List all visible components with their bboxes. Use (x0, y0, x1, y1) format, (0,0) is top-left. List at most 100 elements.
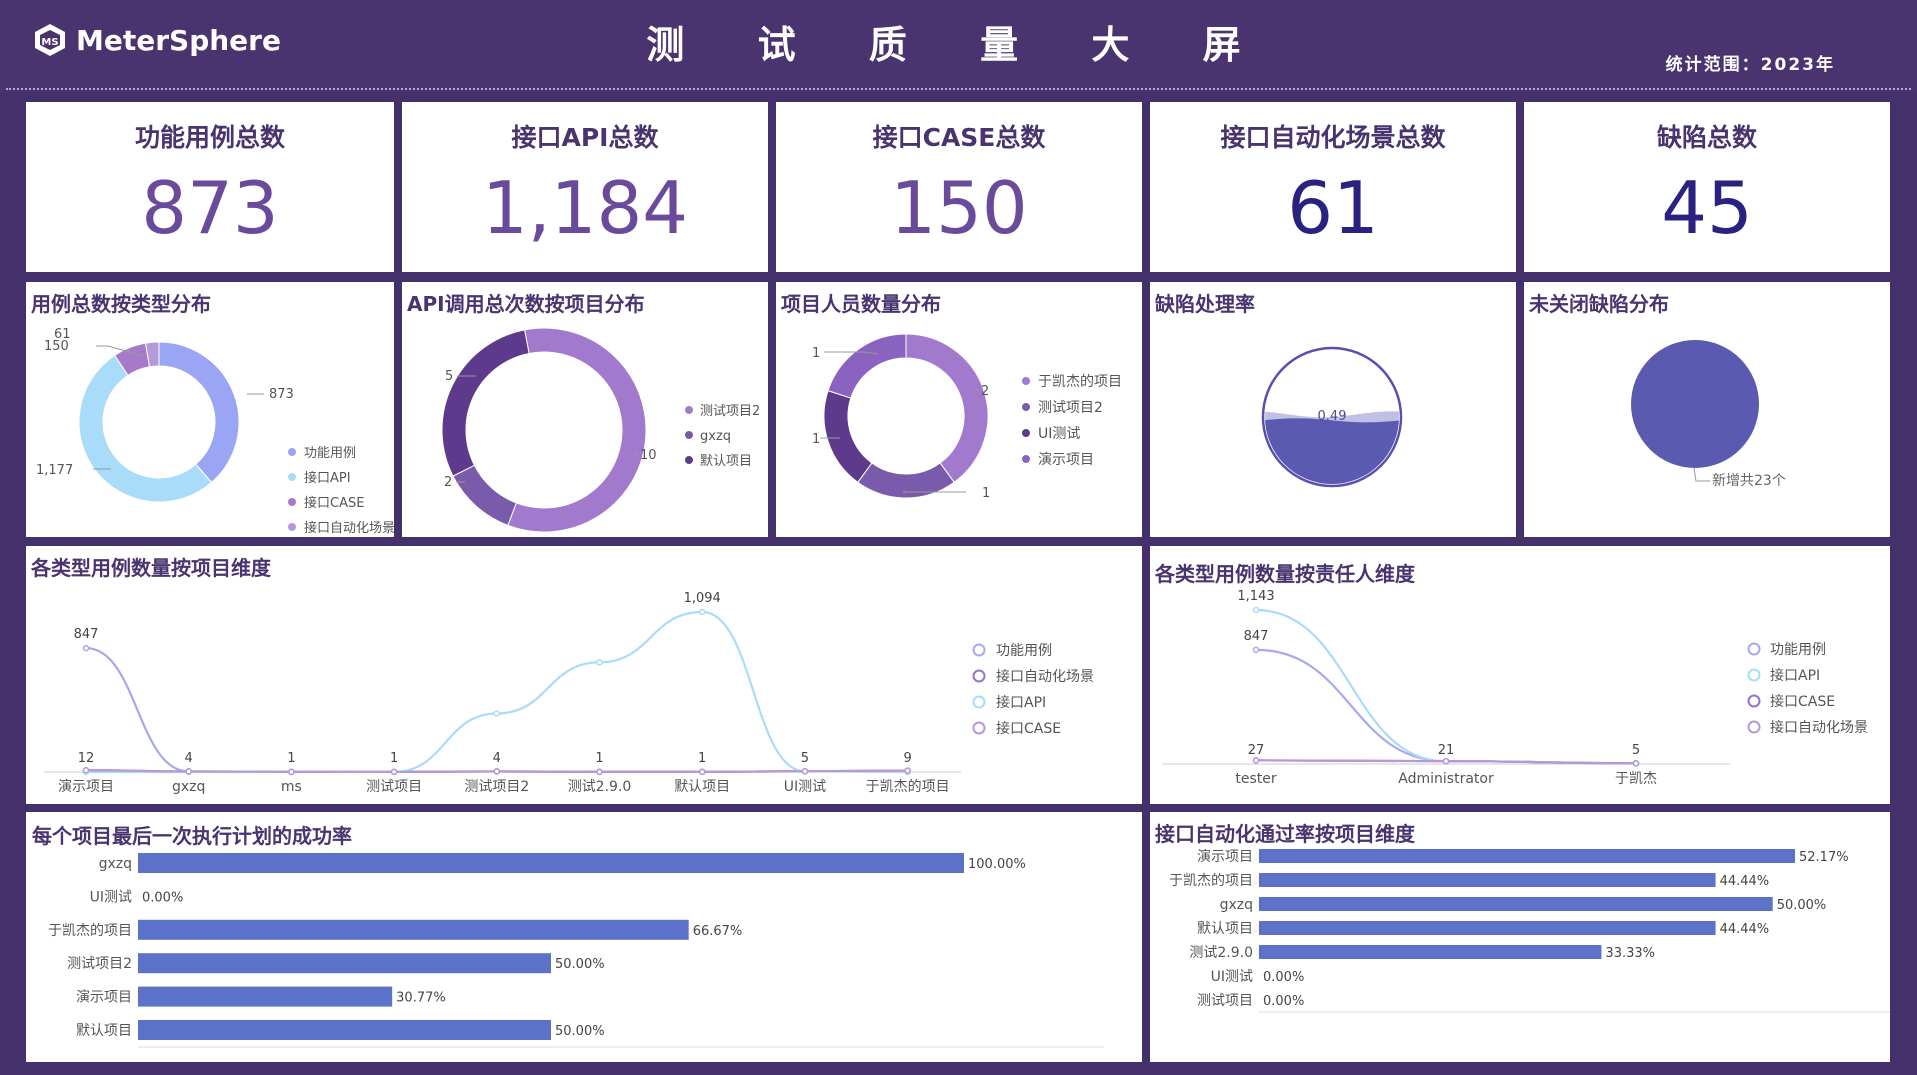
bar-label: 52.17% (1799, 850, 1849, 865)
legend-item: 测试项目2 (700, 404, 760, 419)
data-point (82, 766, 90, 774)
donut-slice (857, 462, 955, 499)
data-point (82, 644, 90, 652)
stat-card-api-case: 接口CASE总数 150 (776, 102, 1142, 272)
stat-title: 接口CASE总数 (872, 123, 1046, 152)
panel-title: 未关闭缺陷分布 (1529, 292, 1669, 316)
legend-item: 功能用例 (1770, 642, 1826, 658)
bar-chart-plan-success[interactable]: gxzq 100.00% UI测试 0.00% 于凯杰的项目 66.67% 测试项目2 50.… (26, 812, 1142, 1062)
panel-title: 各类型用例数量按责任人维度 (1155, 562, 1415, 586)
y-tick-label: 默认项目 (76, 1023, 132, 1039)
legend-item: 演示项目 (1038, 452, 1094, 468)
panel-plan-success: 每个项目最后一次执行计划的成功率 gxzq 100.00% UI测试 0.00% 于凯杰… (26, 812, 1142, 1062)
donut-chart-api-calls[interactable]: 10 2 5 测试项目2 gxzq 默认项目 (402, 282, 768, 537)
plot-area: 演示项目 gxzq ms 测试项目 测试项目2 测试2.9.0 默认项目 UI测试 于凯杰的项目… (44, 591, 961, 795)
data-point (1442, 757, 1450, 765)
donut-slices (823, 333, 989, 499)
data-point (493, 768, 501, 775)
donut-slice (144, 341, 160, 368)
stat-range: 统计范围：2023年 (1665, 55, 1835, 75)
bar (138, 853, 964, 873)
line-chart-by-owner[interactable]: tester Administrator 于凯杰 27 21 5 1,143 847 功能用例… (1150, 546, 1890, 804)
data-label: 5 (1632, 743, 1640, 758)
liquid-gauge-defect-rate[interactable]: 0.49 (1150, 282, 1516, 537)
panel-title: 每个项目最后一次执行计划的成功率 (32, 824, 352, 848)
pie-chart-open-defects[interactable]: 新增共23个 (1524, 282, 1890, 537)
panel-title: API调用总次数按项目分布 (407, 292, 645, 316)
donut-labels: 10 2 5 (444, 369, 657, 490)
data-point (698, 768, 706, 776)
panel-by-project: 各类型用例数量按项目维度 演示项目 gxzq ms 测试项目 测试项目2 测试2.9.0 默… (26, 546, 1142, 804)
y-tick-label: 测试项目 (1197, 993, 1253, 1009)
donut-slice (823, 390, 873, 484)
slice-label: 5 (445, 369, 453, 384)
bar-label: 30.77% (396, 991, 446, 1006)
donut-slice (78, 354, 213, 503)
bar-chart-auto-pass[interactable]: 演示项目 52.17% 于凯杰的项目 44.44% gxzq 50.00% 默认项目 44.4… (1150, 812, 1890, 1062)
y-tick-label: 于凯杰的项目 (48, 923, 132, 939)
panel-by-owner: 各类型用例数量按责任人维度 tester Administrator 于凯杰 27 21… (1150, 546, 1890, 804)
legend-item: 接口自动化场景 (304, 520, 394, 536)
x-tick-label: 测试项目2 (464, 779, 529, 795)
bar-label: 50.00% (555, 1024, 605, 1039)
panel-title: 各类型用例数量按项目维度 (31, 556, 271, 580)
logo[interactable]: MS MeterSphere (32, 22, 281, 58)
stat-title: 接口API总数 (511, 123, 659, 152)
legend: 于凯杰的项目 测试项目2 UI测试 演示项目 (1022, 374, 1122, 468)
slice-label: 2 (981, 384, 989, 399)
bar-label: 33.33% (1605, 946, 1655, 961)
x-tick-label: UI测试 (784, 779, 826, 795)
data-label: 1,094 (684, 591, 721, 606)
y-tick-label: 于凯杰的项目 (1169, 873, 1253, 889)
bar-label: 0.00% (142, 890, 183, 905)
data-label: 27 (1248, 743, 1265, 758)
data-label: 847 (1244, 629, 1269, 644)
bar-label: 0.00% (1263, 994, 1304, 1009)
legend-item: 接口CASE (1770, 693, 1835, 710)
donut-slice (452, 464, 517, 527)
panel-title: 接口自动化通过率按项目维度 (1155, 822, 1415, 846)
x-tick-label: 默认项目 (674, 779, 730, 795)
data-point (596, 768, 603, 776)
data-label: 5 (801, 751, 809, 766)
legend-item: 接口CASE (996, 720, 1061, 737)
slice-label: 新增共23个 (1712, 473, 1786, 489)
bar (138, 1020, 551, 1040)
panel-members: 项目人员数量分布 2 1 1 1 于凯杰的项目 测试项目2 UI测试 演示项目 (776, 282, 1142, 537)
stat-card-function-cases: 功能用例总数 873 (26, 102, 394, 272)
data-label: 1,143 (1237, 589, 1274, 604)
header-divider (6, 88, 1911, 90)
bar (1259, 921, 1716, 935)
x-tick-label: gxzq (172, 779, 205, 795)
slice-label: 1 (982, 486, 990, 501)
stat-title: 缺陷总数 (1656, 123, 1757, 152)
slice-label: 873 (269, 387, 294, 402)
legend-item: 默认项目 (700, 453, 752, 469)
data-point (493, 710, 501, 717)
panel-defect-rate: 缺陷处理率 0.49 (1150, 282, 1516, 537)
data-label: 1 (595, 751, 603, 766)
pie-slice-new (1631, 340, 1759, 468)
legend: 功能用例 接口API 接口CASE 接口自动化场景 (288, 446, 394, 536)
legend-item: 接口API (304, 470, 351, 486)
legend: 功能用例 接口API 接口CASE 接口自动化场景 (1747, 642, 1868, 736)
donut-chart-case-type[interactable]: 873 1,177 150 61 功能用例 接口API 接口CASE 接口自动化… (26, 282, 394, 537)
series-line (1255, 608, 1637, 765)
data-point (1252, 606, 1260, 614)
donut-chart-members[interactable]: 2 1 1 1 于凯杰的项目 测试项目2 UI测试 演示项目 (776, 282, 1142, 537)
y-tick-label: 默认项目 (1197, 921, 1253, 937)
stat-title: 功能用例总数 (134, 123, 285, 152)
donut-labels: 2 1 1 1 (812, 346, 990, 501)
data-point (390, 768, 398, 776)
stat-card-scenario: 接口自动化场景总数 61 (1150, 102, 1516, 272)
data-point (1252, 646, 1260, 654)
legend-item: 接口自动化场景 (996, 668, 1094, 685)
donut-slice (905, 333, 989, 484)
legend-item: UI测试 (1038, 426, 1080, 442)
data-label: 12 (78, 751, 95, 766)
legend-item: 接口API (1770, 667, 1820, 684)
line-chart-by-project[interactable]: 演示项目 gxzq ms 测试项目 测试项目2 测试2.9.0 默认项目 UI测试 于凯杰的项目… (26, 546, 1142, 804)
data-label: 4 (185, 751, 193, 766)
bar-label: 0.00% (1263, 970, 1304, 985)
plot-area: tester Administrator 于凯杰 27 21 5 1,143 847 (1162, 589, 1730, 787)
